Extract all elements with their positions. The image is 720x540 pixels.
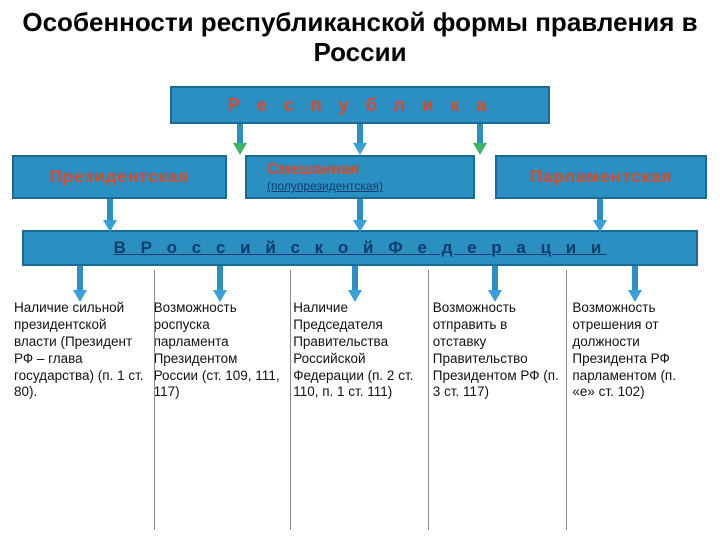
column-divider (290, 270, 291, 530)
triad-presidential-label: Президентская (22, 167, 217, 187)
arrow-stem (492, 266, 498, 292)
arrow-head-icon (488, 290, 502, 302)
arrow-head-icon (73, 290, 87, 302)
arrow-stem (107, 199, 113, 222)
arrow-head-icon (213, 290, 227, 302)
triad-parliamentary: Парламентская (495, 155, 707, 199)
column-divider (566, 270, 567, 530)
top-republic-box: Р е с п у б л и к а (170, 86, 550, 124)
columns-row: Наличие сильной президентской власти (Пр… (14, 300, 706, 401)
arrow-stem (77, 266, 83, 292)
column-divider (428, 270, 429, 530)
triad-presidential: Президентская (12, 155, 227, 199)
col-4: Возможность отправить в отставку Правите… (433, 300, 567, 401)
page-title: Особенности республиканской формы правле… (0, 0, 720, 72)
arrow-head-icon (103, 220, 117, 232)
arrow-stem (217, 266, 223, 292)
triad-mixed-sub: (полупрезидентская) (267, 179, 465, 193)
arrow-stem (632, 266, 638, 292)
column-divider (154, 270, 155, 530)
arrow-stem (357, 124, 363, 145)
arrow-head-icon (353, 143, 367, 155)
col-5: Возможность отрешения от должности Прези… (572, 300, 706, 401)
col-3: Наличие Председателя Правительства Росси… (293, 300, 427, 401)
triad-row: Президентская Смешанная (полупрезидентск… (0, 155, 720, 199)
arrow-head-icon (348, 290, 362, 302)
triad-parliamentary-label: Парламентская (505, 167, 697, 187)
arrow-head-icon (593, 220, 607, 232)
col-2: Возможность роспуска парламента Президен… (154, 300, 288, 401)
arrow-stem (357, 199, 363, 222)
arrow-stem (237, 124, 243, 145)
arrow-head-icon (628, 290, 642, 302)
arrow-stem (597, 199, 603, 222)
arrow-stem (352, 266, 358, 292)
arrow-head-icon (233, 143, 247, 155)
arrow-head-icon (353, 220, 367, 232)
col-1: Наличие сильной президентской власти (Пр… (14, 300, 148, 401)
arrow-head-icon (473, 143, 487, 155)
rf-banner: В Р о с с и й с к о й Ф е д е р а ц и и (22, 230, 698, 266)
triad-mixed: Смешанная (полупрезидентская) (245, 155, 475, 199)
triad-mixed-label: Смешанная (267, 161, 465, 179)
arrow-stem (477, 124, 483, 145)
